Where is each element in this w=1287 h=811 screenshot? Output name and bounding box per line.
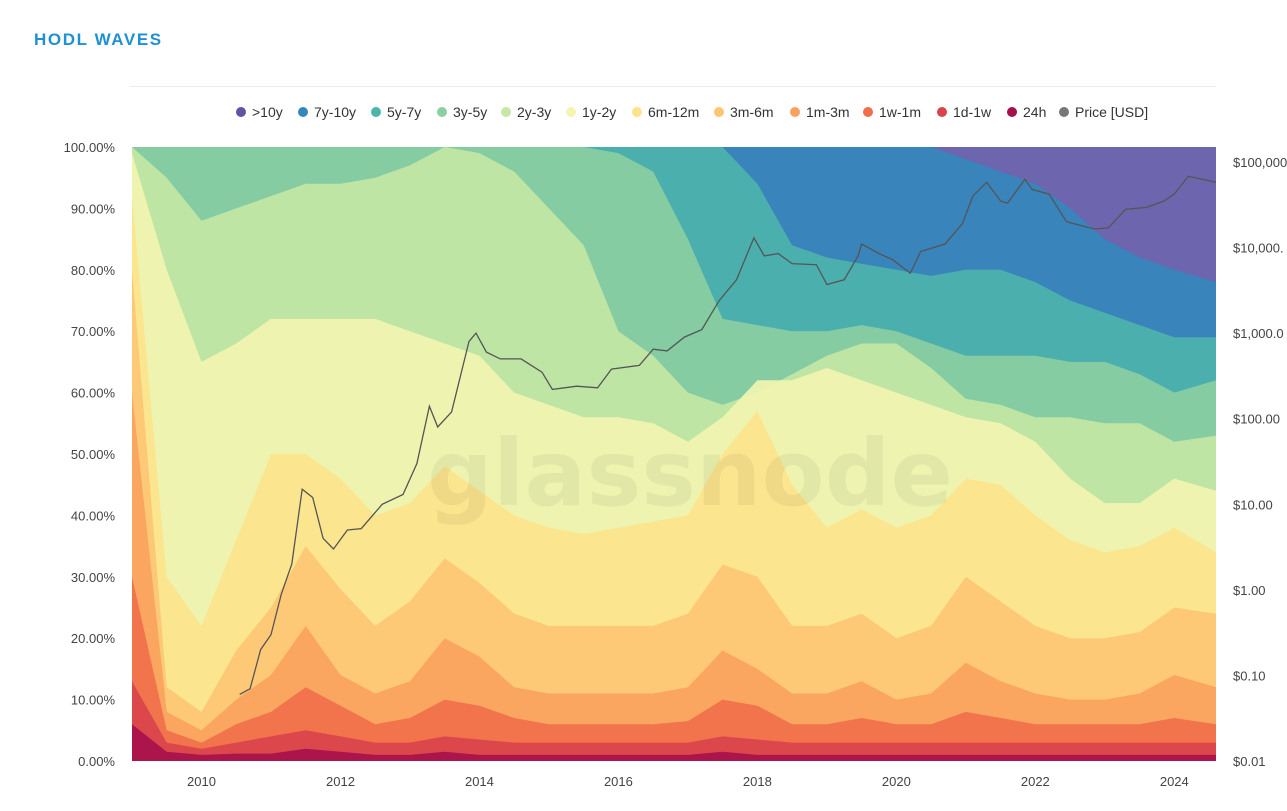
left-tick-label: 40.00% bbox=[71, 508, 116, 523]
legend-swatch bbox=[714, 107, 724, 117]
x-tick-label: 2012 bbox=[326, 774, 355, 789]
x-tick-label: 2018 bbox=[743, 774, 772, 789]
legend-item[interactable]: 3m-6m bbox=[714, 104, 774, 120]
right-tick-label: $0.01 bbox=[1233, 754, 1266, 769]
x-tick-label: 2022 bbox=[1021, 774, 1050, 789]
legend-item[interactable]: 1d-1w bbox=[937, 104, 991, 120]
x-axis: 2010 2012 2014 2016 2018 2020 2022 2024 bbox=[187, 774, 1189, 789]
page-title: HODL WAVES bbox=[34, 30, 163, 49]
right-tick-label: $10.00 bbox=[1233, 497, 1273, 512]
legend-item[interactable]: Price [USD] bbox=[1059, 104, 1148, 120]
legend-item[interactable]: 3y-5y bbox=[437, 104, 487, 120]
legend-swatch bbox=[632, 107, 642, 117]
legend-label: >10y bbox=[252, 104, 283, 120]
band-24h bbox=[132, 724, 1216, 761]
legend-label: Price [USD] bbox=[1075, 104, 1149, 120]
left-tick-label: 0.00% bbox=[78, 754, 115, 769]
legend-swatch bbox=[501, 107, 511, 117]
left-tick-label: 70.00% bbox=[71, 324, 116, 339]
left-y-axis: 0.00% 10.00% 20.00% 30.00% 40.00% 50.00% 60.00… bbox=[64, 140, 116, 769]
legend-item[interactable]: 24h bbox=[1007, 104, 1046, 120]
chart-legend: >10y 7y-10y 5y-7y 3y-5y 2y-3y 1y-2y 6m-12m 3m-6… bbox=[0, 104, 1287, 122]
left-tick-label: 50.00% bbox=[71, 447, 116, 462]
legend-swatch bbox=[937, 107, 947, 117]
watermark: glassnode bbox=[427, 420, 953, 527]
legend-item[interactable]: 1w-1m bbox=[863, 104, 921, 120]
price-line bbox=[239, 175, 1217, 695]
band-3m-6m bbox=[132, 269, 1216, 761]
legend-item[interactable]: 1m-3m bbox=[790, 104, 850, 120]
right-tick-label: $100,000 bbox=[1233, 155, 1287, 170]
left-tick-label: 20.00% bbox=[71, 631, 116, 646]
legend-label: 7y-10y bbox=[314, 104, 357, 120]
left-tick-label: 80.00% bbox=[71, 263, 116, 278]
right-tick-label: $0.10 bbox=[1233, 668, 1266, 683]
right-tick-label: $1.00 bbox=[1233, 583, 1266, 598]
left-tick-label: 30.00% bbox=[71, 570, 116, 585]
right-tick-label: $10,000. bbox=[1233, 241, 1284, 256]
legend-label: 1d-1w bbox=[953, 104, 992, 120]
right-tick-label: $100.00 bbox=[1233, 412, 1280, 427]
legend-item[interactable]: 5y-7y bbox=[371, 104, 421, 120]
legend-label: 5y-7y bbox=[387, 104, 422, 120]
legend-swatch bbox=[1007, 107, 1017, 117]
left-tick-label: 90.00% bbox=[71, 201, 116, 216]
band-1d-1w bbox=[132, 681, 1216, 761]
legend-label: 1m-3m bbox=[806, 104, 850, 120]
area-bands bbox=[132, 147, 1216, 762]
legend-swatch bbox=[298, 107, 308, 117]
legend-item[interactable]: 2y-3y bbox=[501, 104, 551, 120]
legend-item[interactable]: 7y-10y bbox=[298, 104, 356, 120]
legend-swatch bbox=[790, 107, 800, 117]
legend-label: 24h bbox=[1023, 104, 1047, 120]
x-tick-label: 2010 bbox=[187, 774, 216, 789]
legend-label: 2y-3y bbox=[517, 104, 552, 120]
legend-item[interactable]: 6m-12m bbox=[632, 104, 699, 120]
legend-swatch bbox=[437, 107, 447, 117]
x-tick-label: 2014 bbox=[465, 774, 494, 789]
legend-swatch bbox=[863, 107, 873, 117]
left-tick-label: 100.00% bbox=[64, 140, 116, 155]
left-tick-label: 60.00% bbox=[71, 386, 116, 401]
legend-label: 3y-5y bbox=[453, 104, 488, 120]
x-tick-label: 2024 bbox=[1160, 774, 1189, 789]
divider bbox=[130, 86, 1216, 87]
legend-swatch bbox=[371, 107, 381, 117]
legend-item[interactable]: 1y-2y bbox=[566, 104, 616, 120]
legend-item[interactable]: >10y bbox=[236, 104, 283, 120]
left-tick-label: 10.00% bbox=[71, 693, 116, 708]
x-tick-label: 2020 bbox=[882, 774, 911, 789]
legend-label: 6m-12m bbox=[648, 104, 700, 120]
right-y-axis: $0.01 $0.10 $1.00 $10.00 $100.00 $1,000.0 $10,… bbox=[1233, 155, 1287, 769]
x-tick-label: 2016 bbox=[604, 774, 633, 789]
legend-label: 3m-6m bbox=[730, 104, 774, 120]
legend-swatch bbox=[1059, 107, 1069, 117]
legend-swatch bbox=[566, 107, 576, 117]
right-tick-label: $1,000.0 bbox=[1233, 326, 1284, 341]
legend-label: 1w-1m bbox=[879, 104, 922, 120]
legend-label: 1y-2y bbox=[582, 104, 617, 120]
legend-swatch bbox=[236, 107, 246, 117]
